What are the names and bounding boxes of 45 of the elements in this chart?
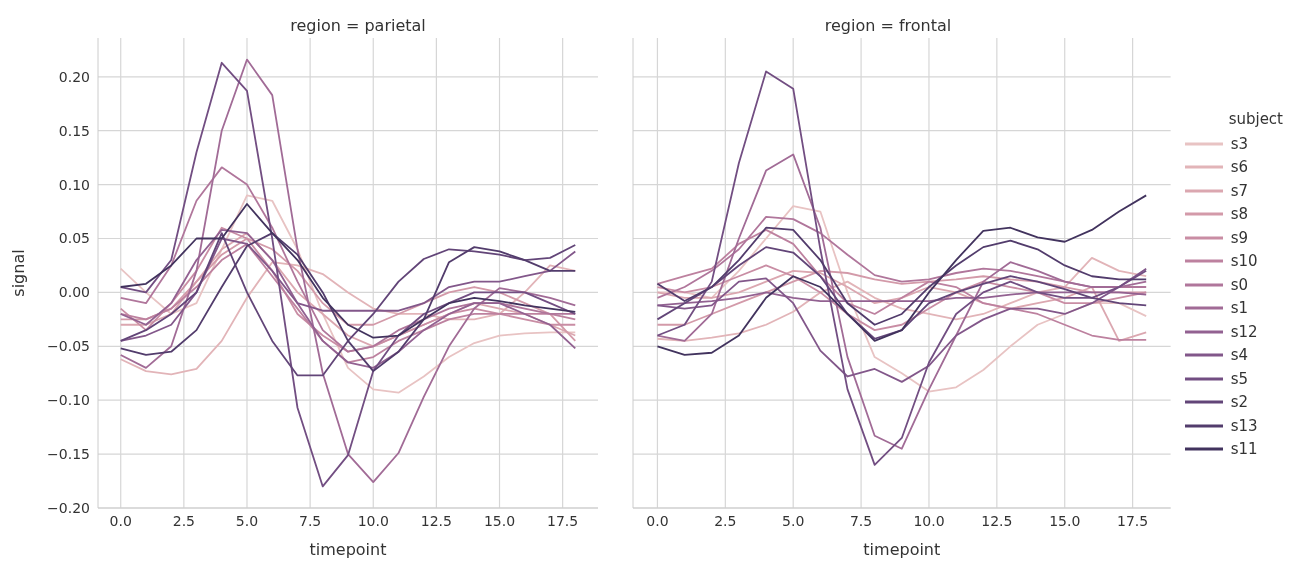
- x-tick-label: 10.0: [357, 512, 389, 529]
- x-tick-label: 5.0: [782, 512, 805, 529]
- x-axis-title: timepoint: [863, 540, 941, 559]
- x-tick-label: 5.0: [235, 512, 259, 529]
- x-tick-label: 17.5: [1117, 512, 1149, 529]
- x-tick-label: 10.0: [913, 512, 945, 529]
- legend-label: s5: [1230, 369, 1248, 388]
- x-tick-label: 12.5: [420, 512, 452, 529]
- chart-title: region = parietal: [289, 16, 427, 35]
- x-axis-title: timepoint: [309, 540, 387, 559]
- x-tick-label: 15.0: [483, 512, 516, 529]
- y-axis-title: signal: [8, 249, 28, 297]
- x-tick-label: 12.5: [981, 512, 1013, 529]
- y-tick-label: −0.20: [47, 499, 90, 516]
- legend-label: s6: [1230, 158, 1248, 177]
- legend-label: s1: [1230, 299, 1248, 318]
- x-tick-label: 0.0: [109, 512, 132, 529]
- legend-label: s9: [1230, 228, 1248, 247]
- legend-label: s10: [1230, 252, 1258, 271]
- y-tick-label: −0.10: [47, 392, 90, 409]
- x-tick-label: 2.5: [172, 512, 195, 529]
- legend-label: s0: [1230, 275, 1248, 294]
- y-tick-label: 0.10: [58, 176, 90, 193]
- legend-label: s2: [1230, 393, 1248, 412]
- legend-label: s13: [1230, 416, 1258, 435]
- y-tick-label: 0.05: [58, 230, 90, 247]
- y-tick-label: 0.20: [58, 68, 90, 85]
- legend-label: s11: [1230, 440, 1258, 459]
- y-tick-label: 0.15: [58, 122, 90, 139]
- x-tick-label: 15.0: [1049, 512, 1081, 529]
- y-tick-label: −0.15: [47, 446, 90, 463]
- x-tick-label: 7.5: [298, 512, 322, 529]
- y-tick-label: 0.00: [58, 284, 90, 301]
- legend-title: subject: [1228, 110, 1283, 128]
- legend-label: s4: [1230, 346, 1248, 365]
- x-tick-label: 17.5: [547, 512, 579, 529]
- legend-label: s3: [1230, 134, 1248, 153]
- x-tick-label: 2.5: [714, 512, 737, 529]
- legend-label: s7: [1230, 181, 1248, 200]
- x-tick-label: 0.0: [646, 512, 669, 529]
- chart-title: region = frontal: [823, 16, 953, 35]
- legend-label: s8: [1230, 205, 1248, 224]
- x-tick-label: 7.5: [849, 512, 873, 529]
- y-tick-label: −0.05: [47, 338, 90, 355]
- legend-label: s12: [1230, 322, 1258, 341]
